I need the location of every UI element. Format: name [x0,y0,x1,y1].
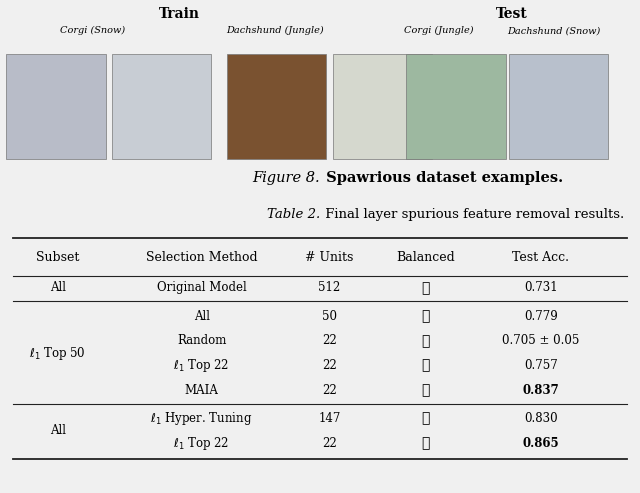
Text: $\ell_1$ Hyper. Tuning: $\ell_1$ Hyper. Tuning [150,410,253,427]
Text: 0.830: 0.830 [524,412,557,425]
Text: 50: 50 [322,310,337,322]
Text: Balanced: Balanced [396,251,455,264]
Text: # Units: # Units [305,251,354,264]
Text: Dachshund (Jungle): Dachshund (Jungle) [227,26,324,35]
Text: Random: Random [177,334,227,348]
Text: MAIA: MAIA [185,384,218,397]
Text: 0.757: 0.757 [524,359,557,372]
Text: ✗: ✗ [421,309,430,323]
Text: 22: 22 [322,437,337,450]
Bar [112,54,211,159]
Bar [509,54,608,159]
Bar [406,54,506,159]
Text: Train: Train [159,6,200,21]
Bar [333,54,432,159]
Text: Test Acc.: Test Acc. [512,251,570,264]
Text: 22: 22 [322,384,337,397]
Text: 0.837: 0.837 [522,384,559,397]
Text: Original Model: Original Model [157,282,246,294]
Text: Subset: Subset [36,251,79,264]
Text: $\ell_1$ Top 22: $\ell_1$ Top 22 [173,357,230,374]
Text: Test: Test [496,6,528,21]
Text: ✗: ✗ [421,281,430,295]
Text: Table 2.: Table 2. [267,208,320,221]
Text: Selection Method: Selection Method [146,251,257,264]
Text: 512: 512 [319,282,340,294]
Text: All: All [50,282,65,294]
Text: 0.705 ± 0.05: 0.705 ± 0.05 [502,334,579,348]
Text: All: All [50,424,65,437]
Text: $\ell_1$ Top 50: $\ell_1$ Top 50 [29,345,86,362]
Text: ✓: ✓ [421,412,430,425]
Text: 22: 22 [322,359,337,372]
Text: Figure 8.: Figure 8. [252,171,320,184]
Text: Final layer spurious feature removal results.: Final layer spurious feature removal res… [321,208,625,221]
Text: ✗: ✗ [421,358,430,373]
Text: Corgi (Jungle): Corgi (Jungle) [404,26,473,35]
Text: ✗: ✗ [421,384,430,397]
Text: 0.865: 0.865 [522,437,559,450]
Text: ✗: ✗ [421,334,430,348]
Text: Spawrious dataset examples.: Spawrious dataset examples. [321,171,563,184]
Text: All: All [193,310,210,322]
Text: $\ell_1$ Top 22: $\ell_1$ Top 22 [173,435,230,452]
Bar [227,54,326,159]
Text: Corgi (Snow): Corgi (Snow) [60,26,125,35]
Text: Dachshund (Snow): Dachshund (Snow) [507,26,600,35]
Text: 0.731: 0.731 [524,282,557,294]
Text: 22: 22 [322,334,337,348]
Text: 0.779: 0.779 [524,310,557,322]
Text: 147: 147 [319,412,340,425]
Text: ✓: ✓ [421,436,430,450]
Bar [6,54,106,159]
